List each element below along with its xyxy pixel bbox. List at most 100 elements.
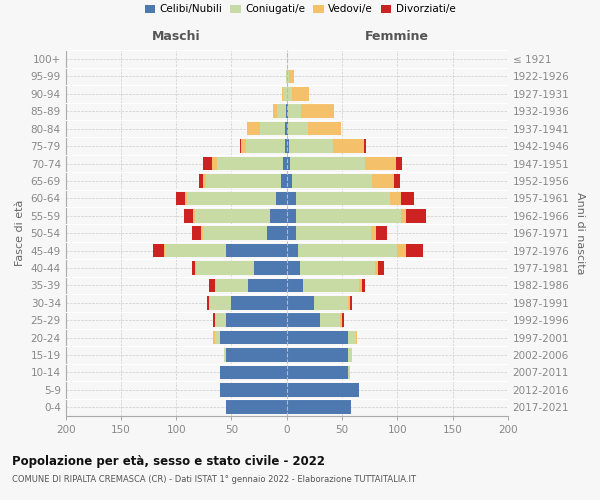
Bar <box>289 140 333 153</box>
Bar <box>212 331 215 344</box>
Bar <box>287 296 314 310</box>
Bar <box>292 87 309 101</box>
Bar <box>226 348 287 362</box>
Bar <box>376 226 388 240</box>
Bar <box>296 226 371 240</box>
Bar <box>372 174 394 188</box>
Bar <box>290 156 365 170</box>
Bar <box>286 70 287 83</box>
Bar <box>215 278 248 292</box>
Bar <box>333 140 364 153</box>
Bar <box>286 104 287 118</box>
Bar <box>296 192 389 205</box>
Bar <box>195 261 196 275</box>
Bar <box>287 209 296 222</box>
Bar <box>260 122 284 136</box>
Bar <box>375 261 379 275</box>
Bar <box>193 209 195 222</box>
Bar <box>199 174 203 188</box>
Bar <box>203 156 212 170</box>
Bar <box>247 122 260 136</box>
Bar <box>283 87 287 101</box>
Bar <box>270 209 287 222</box>
Bar <box>191 261 195 275</box>
Bar <box>226 244 287 258</box>
Bar <box>200 226 203 240</box>
Bar <box>165 244 226 258</box>
Bar <box>212 156 217 170</box>
Bar <box>364 140 367 153</box>
Bar <box>320 314 340 327</box>
Bar <box>287 261 300 275</box>
Bar <box>153 244 164 258</box>
Bar <box>371 226 376 240</box>
Bar <box>284 140 287 153</box>
Bar <box>362 278 365 292</box>
Bar <box>191 226 200 240</box>
Bar <box>248 278 287 292</box>
Bar <box>287 122 288 136</box>
Bar <box>226 314 287 327</box>
Bar <box>277 104 286 118</box>
Bar <box>287 383 359 396</box>
Bar <box>350 296 352 310</box>
Bar <box>401 192 414 205</box>
Bar <box>224 348 226 362</box>
Bar <box>359 278 362 292</box>
Bar <box>314 296 347 310</box>
Bar <box>287 400 351 414</box>
Bar <box>220 366 287 379</box>
Bar <box>401 209 406 222</box>
Bar <box>287 278 304 292</box>
Bar <box>347 296 350 310</box>
Bar <box>287 244 298 258</box>
Bar <box>187 192 275 205</box>
Bar <box>287 314 320 327</box>
Bar <box>288 104 301 118</box>
Bar <box>287 104 288 118</box>
Bar <box>287 331 347 344</box>
Bar <box>164 244 165 258</box>
Bar <box>296 209 401 222</box>
Bar <box>397 244 406 258</box>
Bar <box>298 244 397 258</box>
Bar <box>241 140 246 153</box>
Bar <box>396 156 402 170</box>
Bar <box>304 278 359 292</box>
Bar <box>274 104 277 118</box>
Bar <box>289 70 295 83</box>
Bar <box>206 174 281 188</box>
Bar <box>283 156 287 170</box>
Bar <box>176 192 185 205</box>
Bar <box>281 174 287 188</box>
Bar <box>287 87 292 101</box>
Text: Maschi: Maschi <box>152 30 200 44</box>
Bar <box>288 122 308 136</box>
Legend: Celibi/Nubili, Coniugati/e, Vedovi/e, Divorziati/e: Celibi/Nubili, Coniugati/e, Vedovi/e, Di… <box>140 0 460 18</box>
Bar <box>275 192 287 205</box>
Bar <box>209 278 215 292</box>
Bar <box>184 209 193 222</box>
Bar <box>340 314 342 327</box>
Bar <box>207 296 209 310</box>
Bar <box>203 174 206 188</box>
Bar <box>287 192 296 205</box>
Bar <box>342 314 344 327</box>
Bar <box>254 261 287 275</box>
Bar <box>394 174 400 188</box>
Bar <box>406 244 423 258</box>
Text: Popolazione per età, sesso e stato civile - 2022: Popolazione per età, sesso e stato civil… <box>12 455 325 468</box>
Bar <box>347 348 352 362</box>
Bar <box>284 122 287 136</box>
Y-axis label: Fasce di età: Fasce di età <box>15 200 25 266</box>
Bar <box>365 156 396 170</box>
Y-axis label: Anni di nascita: Anni di nascita <box>575 192 585 274</box>
Bar <box>185 192 187 205</box>
Bar <box>287 70 289 83</box>
Bar <box>203 226 267 240</box>
Text: COMUNE DI RIPALTA CREMASCA (CR) - Dati ISTAT 1° gennaio 2022 - Elaborazione TUTT: COMUNE DI RIPALTA CREMASCA (CR) - Dati I… <box>12 475 416 484</box>
Bar <box>356 331 358 344</box>
Bar <box>389 192 401 205</box>
Bar <box>308 122 341 136</box>
Bar <box>226 400 287 414</box>
